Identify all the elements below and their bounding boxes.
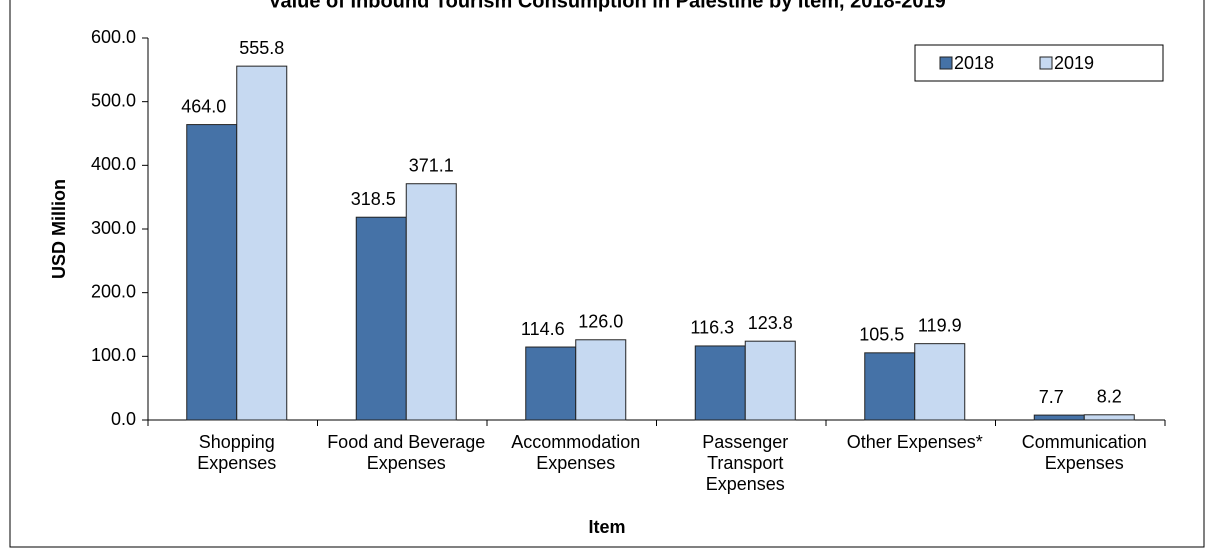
data-label: 318.5 (351, 189, 396, 209)
bar (744, 340, 796, 421)
y-tick-label: 300.0 (91, 218, 136, 238)
y-axis-title: USD Million (49, 179, 69, 279)
x-tick-label: Food and Beverage Expenses (327, 432, 486, 473)
legend-label: 2019 (1054, 53, 1094, 73)
legend-label: 2018 (954, 53, 994, 73)
y-tick-label: 400.0 (91, 154, 136, 174)
data-label: 114.6 (521, 319, 565, 339)
bar (355, 216, 407, 421)
data-label: 464.0 (181, 96, 226, 116)
x-tick-label: Accommodation Expenses (511, 432, 641, 473)
data-label: 119.9 (918, 315, 962, 335)
y-tick-label: 0.0 (111, 409, 136, 429)
data-label: 126.0 (578, 312, 623, 332)
data-label: 8.2 (1097, 387, 1122, 407)
bar (186, 124, 238, 421)
chart-title: Value of Inbound Tourism Consumption in … (268, 0, 946, 12)
bar (864, 352, 916, 421)
y-tick-label: 500.0 (91, 90, 136, 110)
bar (575, 339, 627, 421)
data-label: 371.1 (409, 155, 454, 175)
bar (914, 343, 966, 421)
legend-swatch (939, 56, 953, 70)
legend-swatch (1039, 56, 1053, 70)
bar (1083, 414, 1135, 421)
data-label: 123.8 (748, 313, 793, 333)
data-label: 7.7 (1039, 387, 1064, 407)
y-tick-label: 600.0 (91, 27, 136, 47)
bar (694, 345, 746, 421)
data-label: 555.8 (239, 38, 284, 58)
data-label: 116.3 (690, 318, 734, 338)
x-tick-label: Communication Expenses (1021, 432, 1147, 473)
data-label: 105.5 (859, 325, 904, 345)
x-tick-label: Shopping Expenses (197, 432, 277, 473)
bar (1033, 414, 1085, 421)
y-tick-label: 200.0 (91, 281, 136, 301)
bar (236, 65, 288, 421)
x-tick-label: Other Expenses* (846, 432, 983, 452)
y-tick-label: 100.0 (91, 345, 136, 365)
bar (405, 183, 457, 421)
x-tick-label: Passenger Transport Expenses (702, 432, 789, 494)
x-axis-title: Item (588, 517, 625, 537)
bar (525, 346, 577, 421)
legend-box (914, 44, 1164, 82)
